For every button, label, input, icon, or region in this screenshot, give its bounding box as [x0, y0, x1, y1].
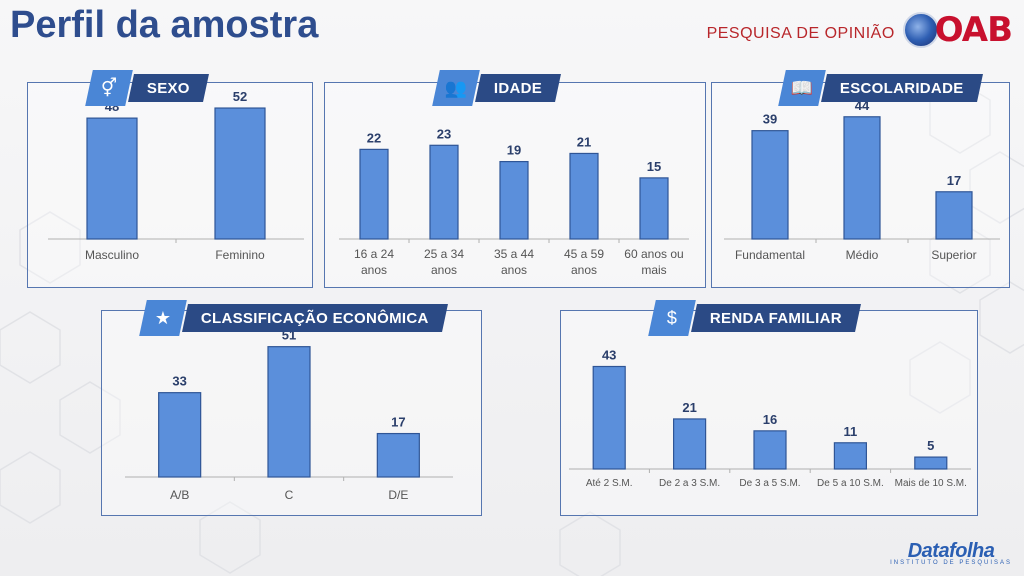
data-label: 16	[763, 412, 777, 427]
category-label: 45 a 59	[564, 247, 604, 261]
data-label: 39	[763, 112, 777, 127]
bar	[499, 160, 529, 240]
bar	[376, 432, 420, 478]
data-label: 15	[647, 159, 661, 174]
category-label: Até 2 S.M.	[586, 478, 633, 489]
category-label: mais	[641, 263, 666, 277]
category-label: anos	[431, 263, 457, 277]
brand-header: PESQUISA DE OPINIÃO OAB	[706, 10, 1013, 50]
category-label: Feminino	[215, 248, 265, 262]
category-label: De 3 a 5 S.M.	[739, 478, 800, 489]
bar	[833, 442, 867, 470]
data-label: 23	[437, 126, 451, 141]
bar	[214, 107, 266, 240]
bar	[639, 177, 669, 240]
tag-escolaridade-label: ESCOLARIDADE	[821, 74, 983, 102]
datafolha-logo-subtext: INSTITUTO DE PESQUISAS	[890, 560, 1012, 566]
category-label: 25 a 34	[424, 247, 464, 261]
star-badge-icon: ★	[139, 300, 187, 336]
bar	[429, 144, 459, 240]
data-label: 52	[233, 89, 247, 104]
bar	[914, 456, 948, 470]
data-label: 11	[844, 424, 858, 439]
panel-classificacao: 33 A/B 51 C 17 D/E	[101, 310, 482, 516]
tag-renda-label: RENDA FAMILIAR	[691, 304, 861, 332]
data-label: 21	[577, 134, 591, 149]
category-label: Superior	[931, 248, 976, 262]
category-label: anos	[501, 263, 527, 277]
bar	[751, 130, 789, 240]
category-label: D/E	[388, 488, 408, 502]
bar	[935, 191, 973, 240]
tag-sexo: ⚥ SEXO	[85, 70, 209, 106]
category-label: Médio	[846, 248, 879, 262]
tag-classificacao: ★ CLASSIFICAÇÃO ECONÔMICA	[139, 300, 448, 336]
book-icon: 📖	[778, 70, 826, 106]
category-label: anos	[361, 263, 387, 277]
panel-escolaridade: 39 Fundamental 44 Médio 17 Superior	[711, 82, 1010, 288]
data-label: 22	[367, 130, 381, 145]
tag-idade: 👥 IDADE	[432, 70, 562, 106]
bar	[592, 365, 626, 470]
tag-escolaridade: 📖 ESCOLARIDADE	[778, 70, 983, 106]
datafolha-logo: Datafolha INSTITUTO DE PESQUISAS	[890, 540, 1012, 566]
bar	[753, 430, 787, 470]
category-label: 16 a 24	[354, 247, 394, 261]
category-label: De 2 a 3 S.M.	[659, 478, 720, 489]
data-label: 33	[172, 374, 186, 389]
data-label: 43	[602, 347, 616, 362]
chart-renda: 43 Até 2 S.M. 21 De 2 a 3 S.M. 16 De 3 a 5 S.…	[569, 347, 971, 489]
data-label: 5	[927, 438, 934, 453]
chart-idade: 22 16 a 24 anos 23 25 a 34 anos 19 35 a 44 anos 2…	[339, 126, 689, 277]
category-label: 35 a 44	[494, 247, 534, 261]
data-label: 17	[391, 415, 405, 430]
category-label: 60 anos ou	[624, 247, 683, 261]
survey-label: PESQUISA DE OPINIÃO	[706, 25, 895, 42]
category-label: Masculino	[85, 248, 139, 262]
panel-idade: 22 16 a 24 anos 23 25 a 34 anos 19 35 a 44 anos 2…	[324, 82, 706, 288]
datafolha-logo-text: Datafolha	[907, 540, 995, 562]
globe-logo-icon	[902, 12, 939, 48]
bar	[267, 346, 311, 478]
tag-renda: $ RENDA FAMILIAR	[648, 300, 861, 336]
panel-renda: 43 Até 2 S.M. 21 De 2 a 3 S.M. 16 De 3 a 5 S.…	[560, 310, 978, 516]
people-icon: 👥	[432, 70, 480, 106]
page-title: Perfil da amostra	[10, 4, 319, 46]
bar	[569, 152, 599, 240]
data-label: 19	[507, 143, 521, 158]
tag-classificacao-label: CLASSIFICAÇÃO ECONÔMICA	[182, 304, 448, 332]
bar	[843, 116, 881, 240]
panel-sexo: 48 Masculino 52 Feminino	[27, 82, 313, 288]
tag-idade-label: IDADE	[475, 74, 562, 102]
oab-logo: OAB	[934, 10, 1013, 50]
category-label: C	[285, 488, 294, 502]
dollar-icon: $	[648, 300, 696, 336]
bar	[86, 117, 138, 240]
tag-sexo-label: SEXO	[128, 74, 209, 102]
category-label: anos	[571, 263, 597, 277]
category-label: Fundamental	[735, 248, 805, 262]
bar	[359, 148, 389, 240]
category-label: De 5 a 10 S.M.	[817, 478, 884, 489]
data-label: 17	[947, 173, 961, 188]
gender-icon: ⚥	[85, 70, 133, 106]
category-label: A/B	[170, 488, 189, 502]
bar	[672, 418, 707, 470]
category-label: Mais de 10 S.M.	[895, 478, 967, 489]
data-label: 21	[682, 400, 696, 415]
bar	[158, 392, 202, 478]
